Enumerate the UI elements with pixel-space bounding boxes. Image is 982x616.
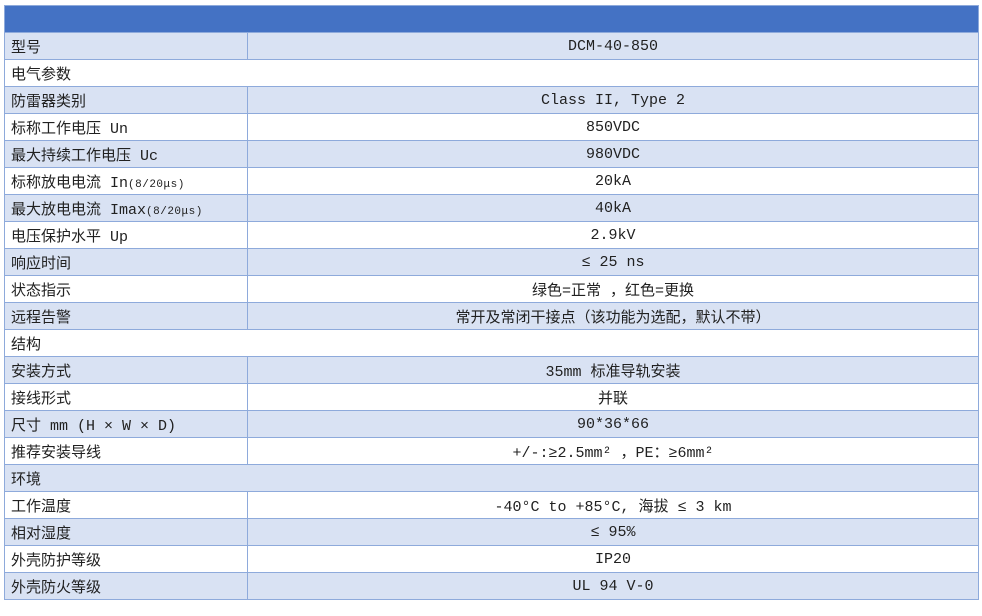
table-row: 标称放电电流 In(8/20μs) 20kA [4, 167, 979, 195]
param-value: 850VDC [247, 113, 979, 141]
param-label: 标称工作电压 Un [4, 113, 248, 141]
param-value: ≤ 25 ns [247, 248, 979, 276]
param-value: UL 94 V-0 [247, 572, 979, 600]
param-label: 接线形式 [4, 383, 248, 411]
param-label: 工作温度 [4, 491, 248, 519]
section-label: 环境 [4, 464, 979, 492]
section-label: 电气参数 [4, 59, 979, 87]
table-row: 最大持续工作电压 Uc 980VDC [4, 140, 979, 168]
param-label: 尺寸 mm (H × W × D) [4, 410, 248, 438]
table-row: 远程告警 常开及常闭干接点（该功能为选配，默认不带） [4, 302, 979, 330]
param-label: 最大持续工作电压 Uc [4, 140, 248, 168]
param-value: +/-:≥2.5mm² ，PE：≥6mm² [247, 437, 979, 465]
param-value: 20kA [247, 167, 979, 195]
param-value: Class II, Type 2 [247, 86, 979, 114]
table-row: 响应时间 ≤ 25 ns [4, 248, 979, 276]
param-label-text: 标称工作电压 Un [11, 120, 129, 138]
param-label: 推荐安装导线 [4, 437, 248, 465]
param-value: 35mm 标准导轨安装 [247, 356, 979, 384]
table-row: 最大放电电流 Imax(8/20μs) 40kA [4, 194, 979, 222]
table-row: 状态指示 绿色=正常 ，红色=更换 [4, 275, 979, 303]
param-label: 远程告警 [4, 302, 248, 330]
table-row: 尺寸 mm (H × W × D) 90*36*66 [4, 410, 979, 438]
param-label-text: 相对湿度 [11, 525, 72, 543]
table-row: 防雷器类别 Class II, Type 2 [4, 86, 979, 114]
title-bar [4, 5, 979, 33]
table-title-bar-row [4, 5, 979, 33]
spec-table: 型号 DCM-40-850 电气参数 防雷器类别 Class II, Type 2 标称工… [4, 5, 979, 600]
table-row: 安装方式 35mm 标准导轨安装 [4, 356, 979, 384]
param-label-text: 远程告警 [11, 309, 72, 327]
param-label: 电压保护水平 Up [4, 221, 248, 249]
param-label: 外壳防护等级 [4, 545, 248, 573]
param-label-suffix: (8/20μs) [128, 178, 185, 191]
param-label: 外壳防火等级 [4, 572, 248, 600]
param-label: 相对湿度 [4, 518, 248, 546]
param-value: DCM-40-850 [247, 32, 979, 60]
param-label-text: 推荐安装导线 [11, 444, 102, 462]
param-value: 并联 [247, 383, 979, 411]
param-value: 常开及常闭干接点（该功能为选配，默认不带） [247, 302, 979, 330]
table-row: 推荐安装导线 +/-:≥2.5mm² ，PE：≥6mm² [4, 437, 979, 465]
param-label: 最大放电电流 Imax(8/20μs) [4, 194, 248, 222]
param-label-text: 电压保护水平 Up [11, 228, 129, 246]
table-row: 相对湿度 ≤ 95% [4, 518, 979, 546]
table-row: 电压保护水平 Up 2.9kV [4, 221, 979, 249]
param-label: 标称放电电流 In(8/20μs) [4, 167, 248, 195]
param-label-text: 最大持续工作电压 Uc [11, 147, 159, 165]
param-value: -40°C to +85°C, 海拔 ≤ 3 km [247, 491, 979, 519]
param-label-text: 外壳防火等级 [11, 579, 102, 597]
table-row: 工作温度 -40°C to +85°C, 海拔 ≤ 3 km [4, 491, 979, 519]
param-label: 响应时间 [4, 248, 248, 276]
param-value: 2.9kV [247, 221, 979, 249]
section-label: 结构 [4, 329, 979, 357]
param-label: 安装方式 [4, 356, 248, 384]
table-row: 型号 DCM-40-850 [4, 32, 979, 60]
param-value: 90*36*66 [247, 410, 979, 438]
table-row: 外壳防护等级 IP20 [4, 545, 979, 573]
param-label: 型号 [4, 32, 248, 60]
param-label-text: 尺寸 mm (H × W × D) [11, 417, 177, 435]
table-row: 外壳防火等级 UL 94 V-0 [4, 572, 979, 600]
table-row: 接线形式 并联 [4, 383, 979, 411]
section-row: 电气参数 [4, 59, 979, 87]
param-label-text: 安装方式 [11, 363, 72, 381]
param-label-suffix: (8/20μs) [146, 205, 203, 218]
param-label-text: 防雷器类别 [11, 93, 87, 111]
section-row: 环境 [4, 464, 979, 492]
param-label-text: 状态指示 [11, 282, 72, 300]
table-row: 标称工作电压 Un 850VDC [4, 113, 979, 141]
spec-table-body: 型号 DCM-40-850 电气参数 防雷器类别 Class II, Type 2 标称工… [4, 5, 979, 600]
param-label-text: 工作温度 [11, 498, 72, 516]
param-value: IP20 [247, 545, 979, 573]
param-label: 状态指示 [4, 275, 248, 303]
param-label-text: 外壳防护等级 [11, 552, 102, 570]
param-label-text: 最大放电电流 Imax [11, 201, 147, 219]
param-label-text: 接线形式 [11, 390, 72, 408]
param-value: ≤ 95% [247, 518, 979, 546]
param-label-text: 型号 [11, 39, 42, 57]
param-value: 绿色=正常 ，红色=更换 [247, 275, 979, 303]
param-label: 防雷器类别 [4, 86, 248, 114]
param-label-text: 响应时间 [11, 255, 72, 273]
param-value: 40kA [247, 194, 979, 222]
param-label-text: 标称放电电流 In [11, 174, 129, 192]
section-row: 结构 [4, 329, 979, 357]
param-value: 980VDC [247, 140, 979, 168]
